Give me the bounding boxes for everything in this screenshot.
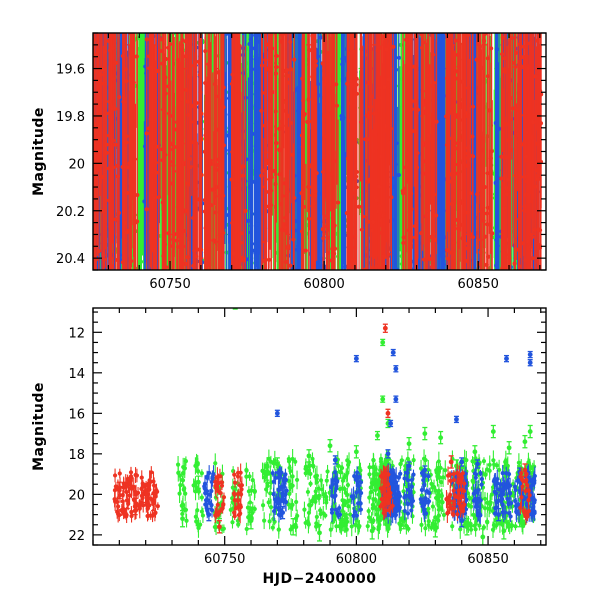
marker bbox=[101, 252, 106, 258]
marker bbox=[86, 38, 90, 42]
data-point bbox=[88, 0, 92, 393]
data-point bbox=[340, 33, 345, 255]
data-point bbox=[246, 77, 251, 270]
data-point bbox=[294, 33, 299, 270]
marker bbox=[87, 196, 91, 200]
marker bbox=[398, 42, 403, 48]
marker bbox=[106, 166, 112, 171]
marker bbox=[223, 148, 228, 153]
marker bbox=[494, 47, 499, 52]
data-point bbox=[87, 0, 91, 314]
marker bbox=[494, 181, 499, 186]
data-point bbox=[398, 33, 403, 144]
data-point bbox=[227, 33, 232, 270]
marker bbox=[244, 157, 249, 162]
marker bbox=[88, 188, 92, 192]
marker bbox=[99, 67, 105, 72]
marker bbox=[294, 87, 299, 92]
marker bbox=[110, 165, 116, 170]
marker bbox=[142, 144, 148, 149]
marker bbox=[139, 176, 144, 181]
marker bbox=[115, 174, 121, 179]
marker bbox=[340, 56, 345, 61]
data-point bbox=[296, 33, 301, 270]
marker bbox=[87, 101, 91, 105]
data-point bbox=[87, 22, 91, 374]
data-point bbox=[139, 33, 144, 270]
data-point bbox=[142, 57, 148, 235]
marker bbox=[227, 112, 232, 117]
marker bbox=[86, 35, 90, 39]
marker bbox=[86, 136, 90, 140]
marker bbox=[255, 222, 260, 227]
data-point bbox=[86, 0, 90, 280]
marker bbox=[246, 218, 251, 223]
data-point bbox=[255, 33, 260, 270]
data-point bbox=[86, 128, 90, 375]
marker bbox=[135, 219, 140, 224]
data-point bbox=[137, 33, 142, 270]
data-point bbox=[249, 76, 254, 270]
plot-area bbox=[86, 0, 544, 393]
panel-top: 60750 60800 6085019.619.82020.220.4Magnitu… bbox=[31, 0, 547, 393]
marker bbox=[103, 50, 108, 55]
data-point bbox=[86, 0, 90, 165]
marker bbox=[335, 231, 340, 236]
marker bbox=[86, 250, 90, 254]
data-point bbox=[223, 71, 228, 229]
marker bbox=[137, 109, 142, 115]
marker bbox=[113, 217, 118, 222]
marker bbox=[438, 249, 443, 254]
data-point bbox=[86, 0, 90, 226]
marker bbox=[396, 172, 401, 178]
marker bbox=[249, 223, 254, 228]
marker bbox=[296, 144, 301, 150]
